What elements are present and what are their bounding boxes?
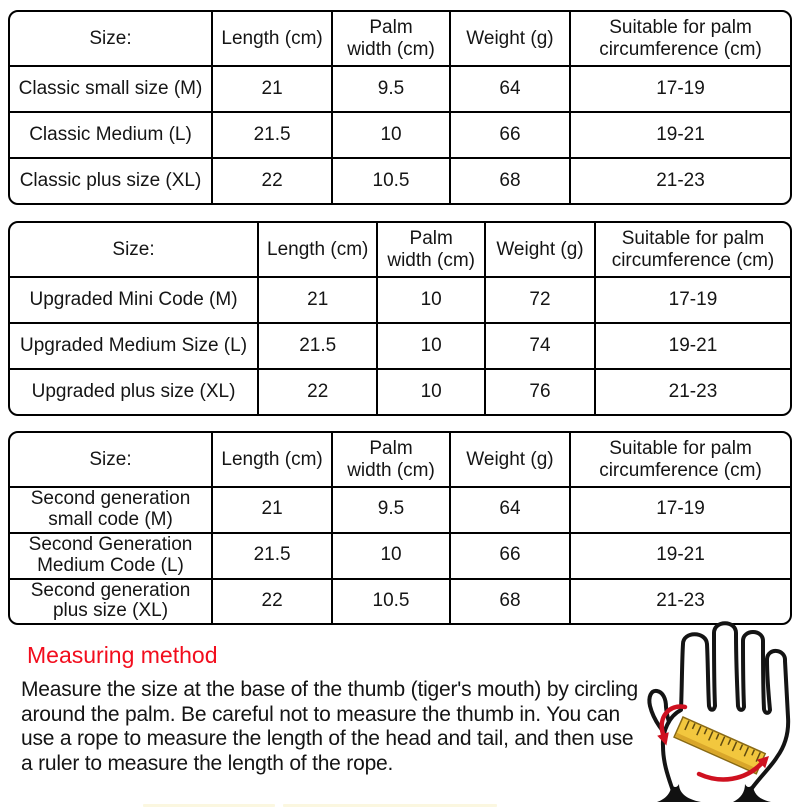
size-table-second-generation: Size: Length (cm) Palm width (cm) Weight… [8,431,792,626]
table-row: Upgraded Mini Code (M) 21 10 72 17-19 [10,276,790,324]
wrist-cuff-right [733,784,771,802]
circumference-cell: 19-21 [569,111,790,159]
table-row: Classic plus size (XL) 22 10.5 68 21-23 [10,157,790,203]
weight-cell: 74 [483,322,596,370]
footer-divider-bar [143,804,275,807]
col-header-size: Size: [10,433,214,488]
size-label-cell: Second Generation Medium Code (L) [10,531,214,580]
weight-cell: 76 [483,368,596,414]
circumference-cell: 21-23 [593,368,790,414]
col-header-length: Length (cm) [257,223,379,278]
size-label-cell: Second generation small code (M) [10,486,214,534]
weight-cell: 68 [448,577,572,624]
length-cell: 21 [211,486,334,534]
length-cell: 22 [211,157,334,203]
col-header-weight: Weight (g) [483,223,596,278]
palm-width-cell: 10.5 [331,577,451,624]
measuring-method-text: Measure the size at the base of the thum… [21,678,639,776]
size-label-cell: Upgraded Medium Size (L) [10,322,260,370]
col-header-weight: Weight (g) [448,433,572,488]
length-cell: 21.5 [211,531,334,580]
col-header-length: Length (cm) [211,433,334,488]
weight-cell: 66 [448,111,572,159]
header-row: Size: Length (cm) Palm width (cm) Weight… [10,223,790,278]
length-cell: 22 [211,577,334,624]
hand-icon [647,621,791,802]
col-header-circumference: Suitable for palm circumference (cm) [593,223,790,278]
circumference-cell: 17-19 [593,276,790,324]
palm-width-cell: 9.5 [331,65,451,113]
size-table-upgraded: Size: Length (cm) Palm width (cm) Weight… [8,221,792,416]
length-cell: 21.5 [211,111,334,159]
palm-width-cell: 10 [376,368,486,414]
header-row: Size: Length (cm) Palm width (cm) Weight… [10,12,790,67]
size-label-cell: Upgraded Mini Code (M) [10,276,260,324]
measuring-method-section: Measuring method Measure the size at the… [0,642,800,776]
weight-cell: 64 [448,65,572,113]
weight-cell: 68 [448,157,572,203]
size-label-cell: Upgraded plus size (XL) [10,368,260,414]
col-header-circumference: Suitable for palm circumference (cm) [569,12,790,67]
glove-size-chart-page: { "tables": [ { "name": "classic-size-ta… [0,10,800,810]
col-header-size: Size: [10,223,260,278]
weight-cell: 66 [448,531,572,580]
palm-width-cell: 10 [331,111,451,159]
circumference-cell: 21-23 [569,157,790,203]
col-header-length: Length (cm) [211,12,334,67]
col-header-palm-width: Palm width (cm) [376,223,486,278]
table-row: Classic Medium (L) 21.5 10 66 19-21 [10,111,790,159]
wrist-cuff-left [657,784,701,802]
measuring-method-title: Measuring method [27,642,218,669]
header-row: Size: Length (cm) Palm width (cm) Weight… [10,433,790,488]
wrap-around-arrow-left-icon [657,704,688,746]
circumference-cell: 19-21 [569,531,790,580]
size-label-cell: Classic small size (M) [10,65,214,113]
col-header-weight: Weight (g) [448,12,572,67]
palm-width-cell: 9.5 [331,486,451,534]
length-cell: 21.5 [257,322,379,370]
size-label-cell: Classic Medium (L) [10,111,214,159]
weight-cell: 72 [483,276,596,324]
table-row: Second generation small code (M) 21 9.5 … [10,486,790,534]
hand-measure-illustration [633,614,798,804]
palm-width-cell: 10 [376,276,486,324]
circumference-cell: 21-23 [569,577,790,624]
col-header-palm-width: Palm width (cm) [331,433,451,488]
table-row: Classic small size (M) 21 9.5 64 17-19 [10,65,790,113]
weight-cell: 64 [448,486,572,534]
footer-divider-bar [283,804,497,807]
palm-width-cell: 10 [376,322,486,370]
circumference-cell: 17-19 [569,65,790,113]
table-row: Upgraded plus size (XL) 22 10 76 21-23 [10,368,790,414]
table-row: Upgraded Medium Size (L) 21.5 10 74 19-2… [10,322,790,370]
wrap-around-arrow-right-icon [696,756,769,782]
table-row: Second Generation Medium Code (L) 21.5 1… [10,531,790,580]
length-cell: 21 [211,65,334,113]
col-header-palm-width: Palm width (cm) [331,12,451,67]
table-row: Second generation plus size (XL) 22 10.5… [10,577,790,624]
length-cell: 22 [257,368,379,414]
measuring-tape-icon [673,716,767,775]
palm-width-cell: 10 [331,531,451,580]
circumference-cell: 19-21 [593,322,790,370]
col-header-size: Size: [10,12,214,67]
size-label-cell: Second generation plus size (XL) [10,577,214,624]
size-table-classic: Size: Length (cm) Palm width (cm) Weight… [8,10,792,205]
size-label-cell: Classic plus size (XL) [10,157,214,203]
circumference-cell: 17-19 [569,486,790,534]
length-cell: 21 [257,276,379,324]
col-header-circumference: Suitable for palm circumference (cm) [569,433,790,488]
palm-width-cell: 10.5 [331,157,451,203]
